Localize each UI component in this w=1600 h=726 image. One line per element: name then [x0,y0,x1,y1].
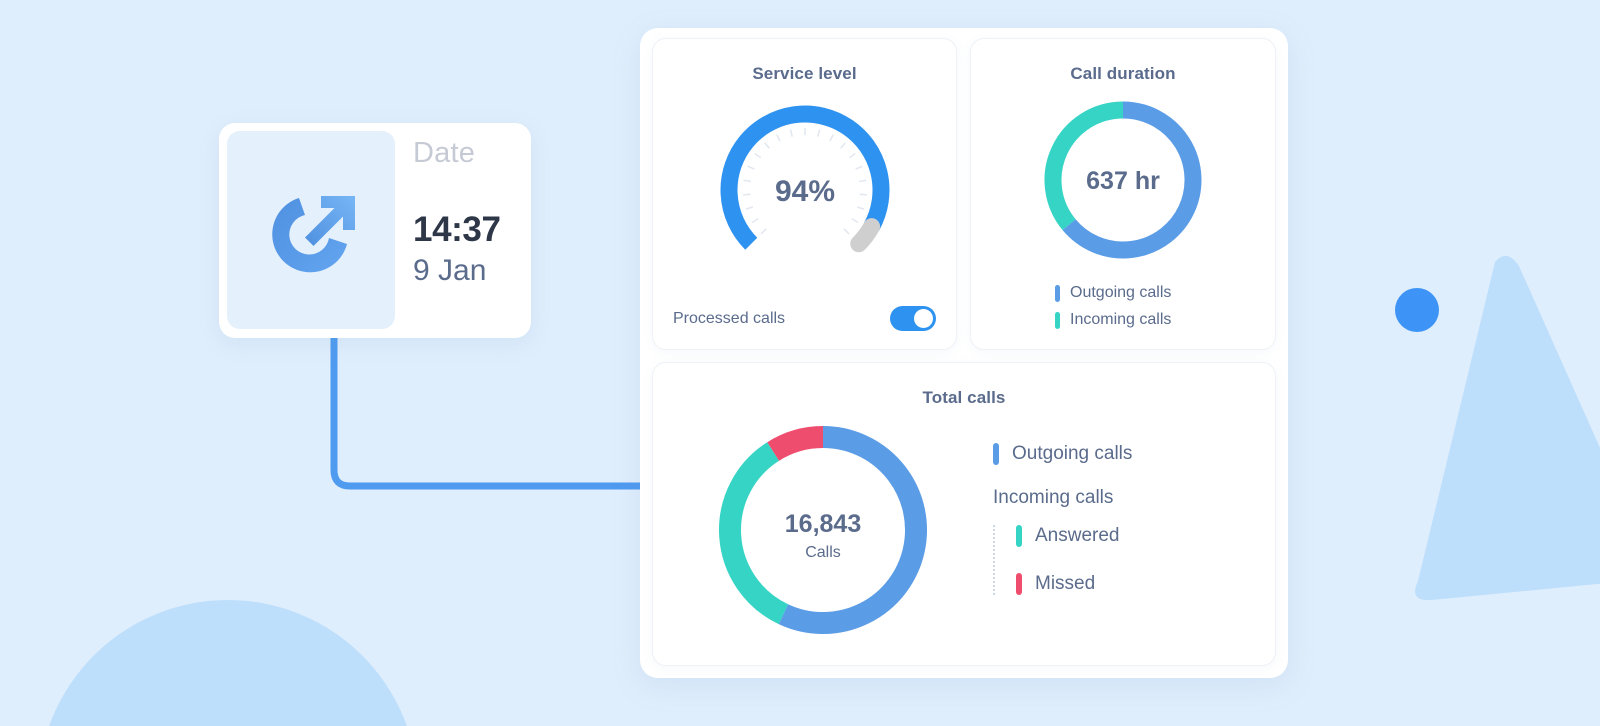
date-label: Date [413,137,476,169]
legend-swatch-answered [1016,525,1022,547]
total-calls-card: Total calls 16,843 Calls Outgoing calls I… [652,362,1276,666]
call-duration-title: Call duration [1070,64,1176,83]
date-time-value: 14:37 [413,209,501,249]
connector-line [330,330,650,490]
call-duration-legend: Outgoing calls Incoming calls [1055,275,1171,329]
call-duration-donut-wrap: 637 hr [971,96,1275,264]
date-widget-card: Date 14:37 9 Jan [219,123,531,338]
service-level-card: Service level 94% Processed calls [652,38,957,350]
legend-label-incoming: Incoming calls [1070,311,1172,328]
legend-sub-rows: Answered Missed [1016,525,1132,595]
legend-swatch-missed [1016,573,1022,595]
dashboard-panel: Service level 94% Processed calls Call d… [640,28,1288,678]
donut-center-value: 16,843 [785,510,861,538]
legend-label-answered: Answered [1035,525,1120,546]
background-triangle [1415,256,1600,601]
legend-label-outgoing: Outgoing calls [1012,443,1133,464]
legend-group-incoming: Answered Missed [993,525,1132,595]
processed-calls-row: Processed calls [673,306,936,331]
call-duration-donut: 637 hr [1044,101,1202,259]
background-circle-bottom-left [49,600,407,726]
gauge-value-text: 94% [774,175,834,208]
legend-item[interactable]: Incoming calls [1055,311,1171,329]
service-level-title: Service level [752,64,857,83]
total-calls-title: Total calls [922,388,1006,407]
legend-item[interactable]: Outgoing calls [1055,284,1171,302]
total-calls-donut-wrap: 16,843 Calls [653,415,993,641]
date-icon-tile [227,131,395,329]
processed-calls-toggle[interactable] [890,306,936,331]
legend-group-incoming-label: Incoming calls [993,487,1114,508]
legend-label-missed: Missed [1035,573,1096,594]
total-calls-legend: Outgoing calls Incoming calls Answered M… [993,415,1132,595]
processed-calls-label: Processed calls [673,309,786,327]
total-calls-body: 16,843 Calls Outgoing calls Incoming call… [653,415,1275,665]
donut-center-sublabel: Calls [805,544,841,561]
legend-swatch-outgoing [1055,284,1060,302]
background-circle-accent [1395,288,1439,332]
legend-item-answered[interactable]: Answered [1016,525,1132,547]
service-level-gauge-wrap: 94% [653,92,956,277]
legend-swatch-outgoing [993,443,999,465]
legend-item-missed[interactable]: Missed [1016,573,1132,595]
legend-label-outgoing: Outgoing calls [1070,284,1172,301]
service-level-gauge: 94% [720,105,889,253]
total-calls-donut: 16,843 Calls [719,426,927,634]
date-day-value: 9 Jan [413,253,487,287]
legend-item-outgoing[interactable]: Outgoing calls [993,443,1132,465]
outgoing-call-arrow-icon [272,196,355,273]
donut-center-value: 637 hr [1086,167,1160,195]
legend-group-rule [993,525,996,595]
call-duration-card: Call duration 637 hr Outgoing calls Inco… [970,38,1276,350]
legend-swatch-incoming [1055,311,1060,329]
date-text-column: Date 14:37 9 Jan [395,123,501,287]
